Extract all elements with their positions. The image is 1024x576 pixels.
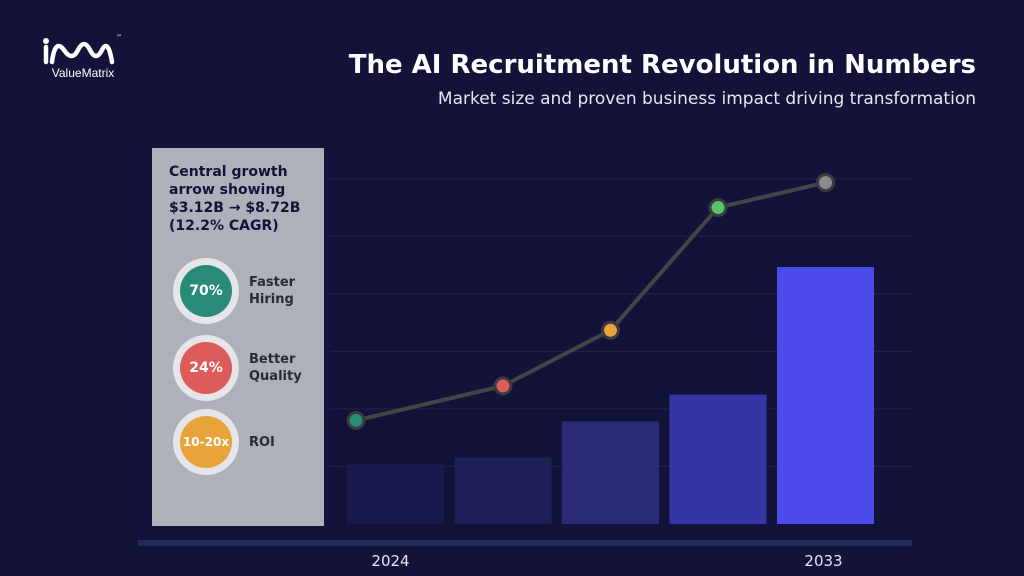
- brand-logo: ™ ValueMatrix: [38, 34, 128, 86]
- metric-better-quality: 24% Better Quality: [173, 335, 323, 401]
- bar-4: [669, 394, 767, 524]
- x-tick-label-2033: 2033: [804, 552, 842, 570]
- metric-value-circle: 70%: [180, 265, 232, 317]
- brand-trademark: ™: [116, 34, 122, 41]
- page-title: The AI Recruitment Revolution in Numbers: [348, 50, 976, 80]
- metric-ring: 70%: [173, 258, 239, 324]
- metric-value: 70%: [189, 283, 223, 299]
- metric-roi: 10-20x ROI: [173, 409, 323, 475]
- brand-name: ValueMatrix: [51, 66, 115, 80]
- trend-point-3: [604, 323, 617, 337]
- metric-value-circle: 24%: [180, 342, 232, 394]
- bar-2: [454, 457, 552, 524]
- metric-ring: 24%: [173, 335, 239, 401]
- trend-point-4: [711, 201, 725, 215]
- growth-trend-line: [355, 180, 826, 423]
- chart-baseline: [138, 540, 912, 546]
- metric-label: ROI: [249, 434, 275, 450]
- page-subtitle: Market size and proven business impact d…: [437, 89, 976, 109]
- panel-heading: Central growth arrow showing $3.12B → $8…: [169, 164, 301, 234]
- trend-point-2: [496, 379, 510, 393]
- valuematrix-logo-icon: [43, 38, 115, 65]
- metric-faster-hiring: 70% Faster Hiring: [173, 258, 323, 324]
- metric-ring: 10-20x: [173, 409, 239, 475]
- metric-label: Better Quality: [249, 352, 302, 384]
- metric-value-circle: 10-20x: [180, 416, 232, 468]
- trend-point-1: [349, 413, 363, 427]
- x-tick-label-2024: 2024: [371, 552, 409, 570]
- metric-label: Faster Hiring: [249, 275, 296, 307]
- metric-value: 10-20x: [182, 435, 230, 449]
- bar-3: [562, 421, 659, 524]
- metric-value: 24%: [189, 360, 223, 376]
- bar-1: [347, 464, 444, 524]
- trend-point-5: [819, 176, 832, 190]
- impact-panel: Central growth arrow showing $3.12B → $8…: [152, 148, 324, 526]
- bar-5: [777, 266, 874, 524]
